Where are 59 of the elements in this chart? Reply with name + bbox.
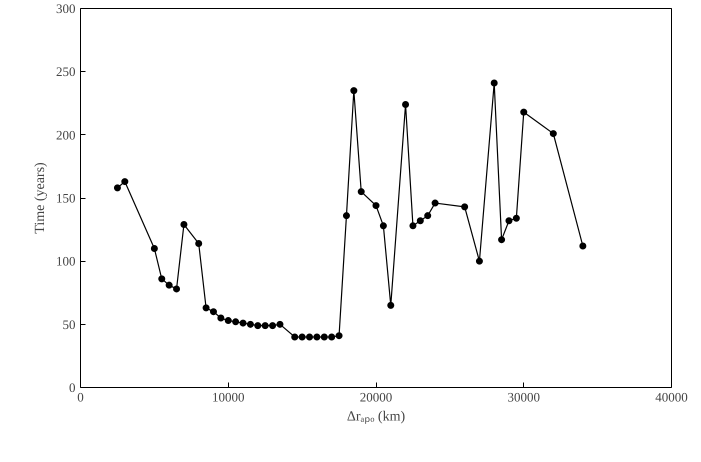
- x-axis-title: Δrₐₚₒ (km): [346, 410, 406, 424]
- y-tick-label: 200: [56, 127, 76, 142]
- point: [498, 236, 506, 244]
- point: [409, 222, 416, 230]
- point: [262, 322, 269, 330]
- point: [380, 222, 387, 230]
- point: [579, 242, 586, 250]
- point: [166, 282, 173, 289]
- point: [291, 333, 298, 340]
- point: [121, 178, 128, 186]
- point: [173, 285, 180, 292]
- point: [150, 245, 158, 252]
- point: [276, 320, 284, 328]
- point: [476, 258, 483, 265]
- point: [358, 188, 365, 196]
- point: [328, 333, 336, 340]
- point: [342, 212, 350, 220]
- point: [224, 317, 232, 324]
- point: [336, 332, 343, 340]
- point: [372, 202, 380, 210]
- y-tick-label: 250: [56, 64, 76, 80]
- point: [320, 333, 328, 340]
- point: [246, 320, 254, 328]
- y-axis-title: Time (years): [33, 162, 48, 234]
- point: [306, 333, 314, 340]
- point: [202, 304, 210, 312]
- point: [512, 214, 520, 222]
- x-tick-label: 20000: [360, 390, 392, 404]
- point: [114, 184, 121, 192]
- y-tick-label: 300: [56, 1, 76, 16]
- point: [461, 203, 468, 210]
- point: [158, 275, 166, 282]
- x-tick-label: 10000: [212, 390, 244, 404]
- point: [240, 320, 247, 327]
- point: [505, 217, 512, 224]
- point: [416, 217, 424, 224]
- y-tick-label: 0: [69, 380, 76, 395]
- point: [387, 302, 394, 309]
- point: [313, 333, 320, 340]
- point: [432, 200, 439, 207]
- point: [195, 240, 202, 247]
- point: [232, 318, 240, 326]
- y-tick-label: 50: [62, 316, 76, 332]
- point: [254, 322, 262, 330]
- point: [520, 108, 528, 116]
- y-tick-label: 150: [56, 190, 76, 206]
- x-tick-label: 40000: [655, 390, 688, 404]
- point: [402, 101, 410, 108]
- x-tick-label: 30000: [508, 390, 540, 404]
- point: [298, 333, 306, 340]
- point: [217, 314, 224, 322]
- point: [550, 130, 557, 138]
- point: [269, 322, 276, 330]
- y-tick-label: 100: [56, 254, 76, 269]
- point: [490, 80, 498, 87]
- point: [210, 308, 217, 316]
- point: [180, 221, 188, 228]
- point: [424, 212, 432, 220]
- point: [350, 87, 358, 94]
